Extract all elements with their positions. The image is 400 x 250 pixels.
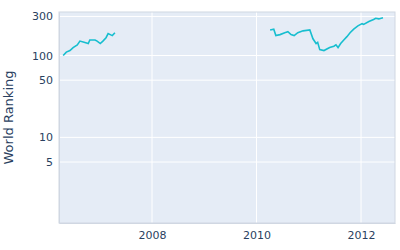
grid-line [59,80,395,81]
grid-line [59,16,395,17]
axis-line [59,13,60,224]
grid-line [256,12,257,223]
plot-frame [59,12,395,223]
tick-label: 50 [39,74,53,87]
grid-line [152,12,153,223]
tick-label: 100 [32,50,53,63]
tick-label: 2010 [243,229,271,242]
grid-line [59,55,395,56]
y-axis-title: World Ranking [1,71,16,165]
axis-line [60,223,396,224]
tick: 10 [39,131,59,144]
tick: 100 [32,50,59,63]
ranking-line [63,18,383,56]
plot: 2008 2010 2012 5 10 50 100 300 [32,10,396,241]
tick-label: 2012 [348,229,376,242]
chart: 2008 2010 2012 5 10 50 100 300 World Ranking [0,0,400,250]
tick-label: 5 [46,156,53,169]
plot-background [59,12,395,223]
grid-line [59,137,395,138]
tick-label: 2008 [139,229,167,242]
tick: 2008 [139,223,167,242]
tick: 5 [46,156,59,169]
x-axis: 2008 2010 2012 [60,223,396,242]
y-grid [59,16,395,162]
tick-label: 10 [39,131,53,144]
y-axis: 5 10 50 100 300 [32,10,60,223]
tick: 2012 [348,223,376,242]
tick: 2010 [243,223,271,242]
x-grid [152,12,361,223]
tick: 300 [32,10,59,23]
grid-line [361,12,362,223]
tick-label: 300 [32,10,53,23]
tick: 50 [39,74,59,87]
marks [63,18,383,56]
grid-line [59,162,395,163]
